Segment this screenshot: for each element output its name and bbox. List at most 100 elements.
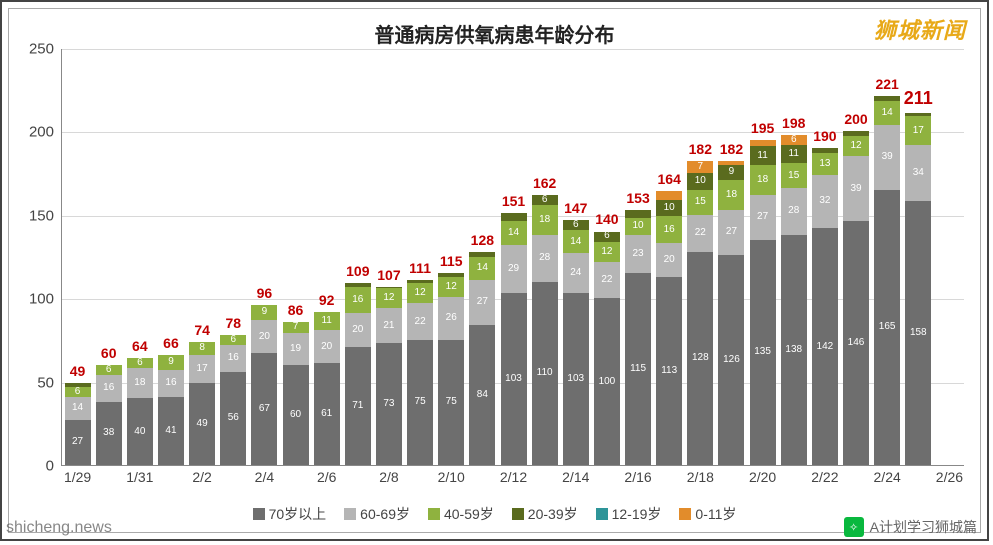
segment-value-label: 22: [687, 228, 713, 238]
segment-value-label: 138: [781, 345, 807, 355]
segment-value-label: 20: [345, 325, 371, 335]
segment-value-label: 11: [314, 316, 340, 326]
x-tick-label: 2/10: [438, 469, 465, 485]
legend-item: 0-11岁: [679, 504, 736, 524]
bar-total-label: 66: [163, 335, 179, 351]
legend-swatch: [344, 508, 356, 520]
y-tick-label: 100: [29, 291, 54, 308]
segment-value-label: 20: [251, 332, 277, 342]
legend-label: 40-59岁: [444, 504, 494, 524]
segment-value-label: 6: [220, 335, 246, 345]
segment-value-label: 27: [750, 212, 776, 222]
legend-swatch: [253, 508, 265, 520]
legend-label: 0-11岁: [695, 504, 736, 524]
segment-value-label: 61: [314, 409, 340, 419]
segment-value-label: 8: [189, 343, 215, 353]
bar-segment: [874, 96, 900, 101]
segment-value-label: 27: [469, 297, 495, 307]
segment-value-label: 15: [781, 171, 807, 181]
segment-value-label: 10: [625, 221, 651, 231]
chart-inner-frame: 普通病房供氧病患年龄分布 狮城新闻 0501001502002502714649…: [8, 8, 981, 533]
segment-value-label: 28: [781, 206, 807, 216]
bar-total-label: 221: [875, 76, 898, 92]
legend-swatch: [679, 508, 691, 520]
gridline: [62, 49, 964, 50]
segment-value-label: 21: [376, 321, 402, 331]
bar-total-label: 111: [409, 260, 431, 276]
segment-value-label: 29: [501, 264, 527, 274]
legend-swatch: [428, 508, 440, 520]
legend-label: 70岁以上: [269, 504, 327, 524]
segment-value-label: 60: [283, 410, 309, 420]
segment-value-label: 9: [251, 307, 277, 317]
legend-item: 20-39岁: [512, 504, 578, 524]
x-tick-label: 2/18: [687, 469, 714, 485]
segment-value-label: 41: [158, 426, 184, 436]
bar-total-label: 140: [595, 211, 618, 227]
legend-item: 40-59岁: [428, 504, 494, 524]
bar-total-label: 107: [377, 267, 400, 283]
bar-total-label: 198: [782, 115, 805, 131]
bar-segment: [345, 283, 371, 286]
segment-value-label: 6: [563, 220, 589, 230]
bar-total-label: 115: [440, 253, 463, 269]
bar-segment: [718, 161, 744, 164]
segment-value-label: 16: [656, 225, 682, 235]
segment-value-label: 7: [687, 162, 713, 172]
segment-value-label: 165: [874, 322, 900, 332]
bar-total-label: 211: [904, 88, 933, 109]
segment-value-label: 67: [251, 404, 277, 414]
bar-total-label: 78: [225, 315, 241, 331]
bar-segment: [750, 140, 776, 147]
segment-value-label: 18: [718, 190, 744, 200]
y-tick-label: 0: [46, 458, 54, 475]
segment-value-label: 56: [220, 413, 246, 423]
segment-value-label: 40: [127, 427, 153, 437]
bar-segment: [905, 113, 931, 116]
bar-total-label: 190: [813, 128, 836, 144]
segment-value-label: 27: [65, 437, 91, 447]
segment-value-label: 19: [283, 344, 309, 354]
segment-value-label: 135: [750, 347, 776, 357]
x-tick-label: 1/31: [126, 469, 153, 485]
x-tick-label: 2/14: [562, 469, 589, 485]
segment-value-label: 17: [905, 126, 931, 136]
segment-value-label: 6: [594, 231, 620, 241]
segment-value-label: 18: [750, 175, 776, 185]
segment-value-label: 6: [532, 195, 558, 205]
x-tick-label: 2/4: [255, 469, 274, 485]
bar-total-label: 109: [346, 263, 369, 279]
segment-value-label: 10: [656, 203, 682, 213]
segment-value-label: 16: [96, 383, 122, 393]
segment-value-label: 26: [438, 313, 464, 323]
x-tick-label: 2/20: [749, 469, 776, 485]
x-tick-label: 2/2: [192, 469, 211, 485]
segment-value-label: 20: [314, 342, 340, 352]
segment-value-label: 9: [158, 357, 184, 367]
plot-area: 0501001502002502714649381666040186644116…: [61, 49, 964, 466]
bar-total-label: 182: [720, 141, 743, 157]
x-tick-label: 2/8: [379, 469, 398, 485]
footer-source: shicheng.news: [6, 519, 112, 537]
bar-segment: [625, 210, 651, 218]
segment-value-label: 14: [65, 403, 91, 413]
segment-value-label: 128: [687, 353, 713, 363]
segment-value-label: 22: [594, 275, 620, 285]
segment-value-label: 10: [687, 176, 713, 186]
x-tick-label: 2/12: [500, 469, 527, 485]
segment-value-label: 75: [438, 397, 464, 407]
segment-value-label: 11: [750, 151, 776, 161]
segment-value-label: 16: [345, 295, 371, 305]
segment-value-label: 28: [532, 253, 558, 263]
bar-segment: [407, 280, 433, 283]
legend-item: 12-19岁: [596, 504, 662, 524]
segment-value-label: 23: [625, 249, 651, 259]
bar-total-label: 147: [564, 200, 587, 216]
segment-value-label: 73: [376, 399, 402, 409]
segment-value-label: 146: [843, 338, 869, 348]
bar-total-label: 128: [471, 232, 494, 248]
segment-value-label: 71: [345, 401, 371, 411]
bar-segment: [469, 252, 495, 257]
segment-value-label: 7: [283, 322, 309, 332]
y-tick-label: 250: [29, 41, 54, 58]
